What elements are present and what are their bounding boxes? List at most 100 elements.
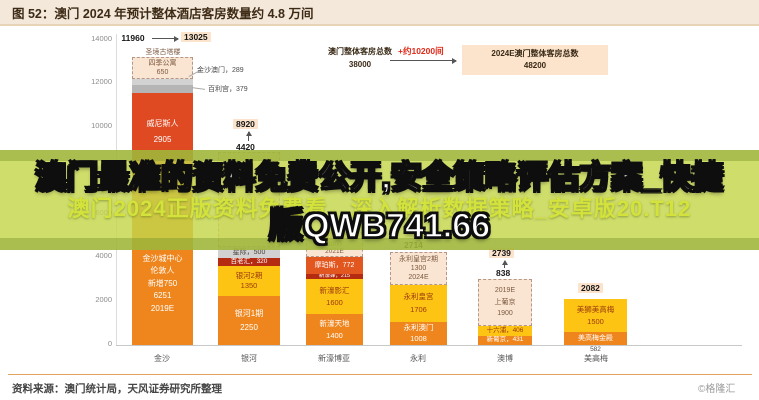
segment-value: 1900: [497, 310, 513, 318]
segment-label: 美高梅金殿: [578, 334, 613, 342]
figure-title: 图 52：澳门 2024 年预计整体酒店客房数量约 4.8 万间: [0, 0, 759, 26]
category-label-wynn: 永利: [410, 354, 426, 363]
segment-value: 650: [156, 69, 169, 76]
wynn-planned-segment: 永利皇宫2期 1300 2024E: [390, 252, 447, 285]
sands-macao-callout: 金沙澳门，289: [197, 67, 244, 74]
mgm-total-future: 2082: [578, 283, 603, 293]
data-source-text: 资料来源：澳门统计局，天风证券研究所整理: [12, 383, 222, 395]
y-axis-tick: 14000: [91, 34, 112, 43]
segment-value: 1300: [410, 264, 427, 272]
rooms-before-label: 澳门整体客房总数: [328, 47, 392, 56]
footer-divider: [8, 374, 752, 375]
grand-lisboa-segment: 新葡京，431: [478, 336, 532, 345]
segment-value: 1400: [326, 330, 343, 340]
segment-value: 1350: [240, 281, 258, 290]
mgm-macau-segment: 美高梅金殿: [564, 332, 627, 345]
category-label-melco: 新濠博亚: [318, 354, 350, 363]
segment-year: 2021E: [325, 248, 344, 256]
rooms-after-box: 2024E澳门整体客房总数 48200: [462, 45, 608, 75]
segment-label: 新濠锋，215: [318, 274, 351, 279]
category-label-galaxy: 银河: [241, 354, 257, 363]
altira-segment: 新濠锋，215: [306, 274, 363, 279]
segment-label: 永利皇宫: [403, 291, 434, 301]
sjm-planned-segment: 2019E 上葡京 1900: [478, 279, 532, 326]
y-axis-tick: 0: [107, 339, 112, 348]
segment-label: 新葡京，431: [486, 336, 524, 344]
y-axis-tick: 12000: [91, 77, 112, 86]
arrow-up-icon: [245, 131, 252, 141]
sands-tower-note: 圣境古塔楼: [145, 49, 181, 56]
arrow-right-icon: [390, 57, 457, 64]
rooms-before-value: 38000: [348, 60, 372, 69]
segment-label: 永利皇宫2期: [399, 255, 438, 263]
segment-value: 1500: [587, 316, 604, 326]
segment-label: 永利澳门: [403, 323, 434, 333]
segment-label: 金沙城中心: [142, 254, 183, 264]
sands-planned-segment: 四季公寓 650: [132, 57, 193, 79]
plaza-callout: 百利宫，379: [208, 86, 248, 93]
galaxy-phase2-segment: 银河2期 1350: [218, 266, 280, 296]
wynn-macau-segment: 永利澳门 1008: [390, 322, 447, 345]
segment-label: 百老汇，320: [230, 258, 268, 265]
mgm-cotai-segment: 美狮美高梅 1500: [564, 299, 627, 332]
segment-label: 伦敦人: [150, 266, 175, 276]
rooms-delta-label: +约10200间: [398, 46, 444, 56]
segment-label: 四季公寓: [148, 59, 177, 67]
wynn-palace-segment: 永利皇宫 1706: [390, 285, 447, 322]
x-axis-line: [116, 345, 742, 346]
segment-label: 星际，500: [232, 248, 266, 256]
category-label-sjm: 澳博: [497, 354, 513, 363]
overlay-banner: [0, 150, 759, 250]
segment-label: 上葡京: [494, 298, 516, 306]
broadway-segment: 百老汇，320: [218, 258, 280, 266]
morpheus-segment: 摩珀斯，772: [306, 257, 363, 274]
plaza-segment: [132, 85, 193, 93]
category-label-mgm: 美高梅: [584, 354, 608, 363]
arrow-right-icon: [152, 35, 179, 42]
segment-year: 2019E: [494, 286, 516, 294]
overlay-banner-bottom-strip: [0, 238, 759, 250]
segment-label: 新增750: [147, 278, 178, 288]
segment-value: 1706: [410, 304, 427, 314]
sjm-total-current: 838: [496, 268, 511, 278]
city-of-dreams-segment: 新濠天地 1400: [306, 314, 363, 345]
segment-value: 6251: [153, 291, 172, 301]
rooms-after-label: 2024E澳门整体客房总数: [491, 49, 579, 58]
category-label-sands: 金沙: [154, 354, 170, 363]
segment-value: 2905: [153, 134, 172, 144]
segment-label: 美狮美高梅: [576, 304, 615, 314]
sjm-total-future: 2739: [489, 248, 514, 258]
overlay-ghost-text: 澳门2024正版资料免费看，深入解析数据策略_安卓版20.T12: [67, 196, 692, 221]
segment-year: 2024E: [408, 274, 429, 282]
segment-value: 2250: [240, 322, 258, 332]
segment-label: 新濠天地: [319, 318, 350, 328]
segment-value: 1008: [410, 333, 427, 343]
arrow-up-icon: [501, 260, 508, 268]
segment-label: 摩珀斯，772: [314, 261, 355, 269]
studio-city-segment: 新濠影汇 1600: [306, 279, 363, 314]
overlay-headline-line2: 版QWB741.66: [268, 206, 491, 245]
callout-leader-line: [191, 87, 206, 90]
segment-label: 银河1期: [234, 308, 264, 318]
segment-value: 1600: [326, 297, 343, 307]
ponte16-segment: 十六浦，406: [478, 326, 532, 336]
segment-year: 2019E: [150, 303, 175, 313]
segment-label: 十六浦，406: [486, 326, 524, 334]
overlay-banner-top-strip: [0, 150, 759, 161]
sands-total-current: 11960: [121, 33, 145, 43]
segment-label: 威尼斯人: [146, 119, 179, 129]
overlay-headline-line1: 澳门最准的资料免费公开,安全策略评估方案_快捷: [35, 159, 724, 195]
y-axis-tick: 10000: [91, 121, 112, 130]
galaxy-total-future: 8920: [233, 119, 258, 129]
galaxy-phase1-segment: 银河1期 2250: [218, 296, 280, 345]
sands-macao-segment: [132, 79, 193, 85]
segment-label: 新濠影汇: [319, 285, 350, 295]
mgm-macau-value: 582: [590, 346, 601, 353]
y-axis-tick: 2000: [95, 295, 112, 304]
watermark-text: ©格隆汇: [698, 384, 736, 395]
segment-label: 银河2期: [235, 270, 263, 280]
y-axis-tick: 4000: [95, 251, 112, 260]
galaxy-total-current: 4420: [236, 142, 255, 152]
sands-total-future: 13025: [181, 32, 211, 42]
